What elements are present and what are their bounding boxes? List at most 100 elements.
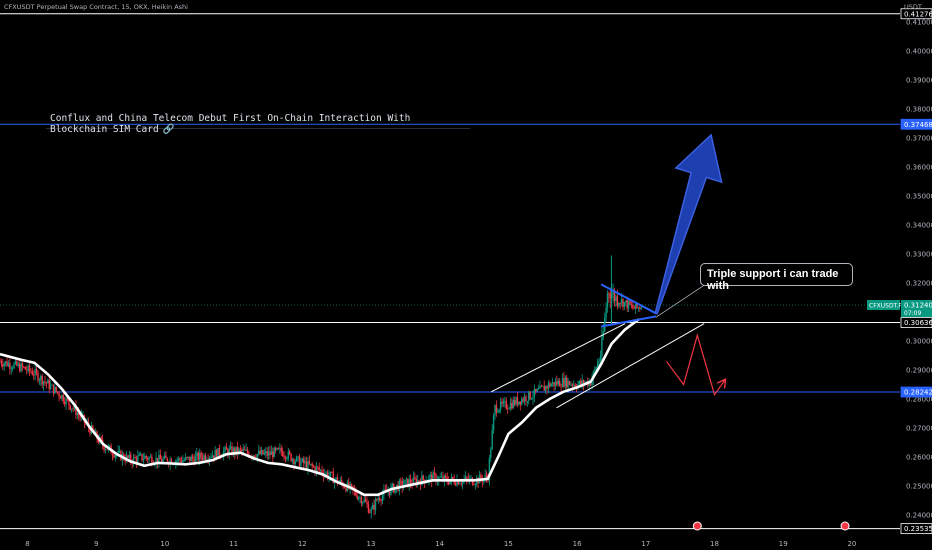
candle-body [613,291,616,301]
candle-body [594,368,596,372]
moving-average-line [0,318,640,497]
candle-body [204,455,207,460]
candle-body [11,368,14,369]
candle-body [132,456,135,464]
time-tick-label: 18 [710,540,719,548]
candle-body [284,456,287,459]
candle-body [454,483,457,486]
candle-body [156,457,159,464]
candle-body [300,461,302,467]
candle-body [345,487,347,492]
candle-body [409,479,412,484]
time-tick-label: 16 [573,540,582,548]
candle-body [329,472,332,476]
candle-body [470,477,472,479]
candle-body [155,457,157,464]
bullish-arrow [654,133,723,315]
candle-body [139,453,142,455]
candle-body [488,458,491,481]
candle-body [197,452,199,461]
candle-body [515,397,517,405]
candle-body [229,446,232,449]
candle-body [494,405,496,416]
candle-body [505,401,507,409]
candle-body [310,463,312,465]
candle-body [433,472,436,475]
candle-body [184,457,187,461]
candle-body [16,360,18,366]
candle-body [7,363,10,366]
level-price-tag [900,118,932,130]
candle-body [89,427,91,434]
lower-trendline [556,323,705,409]
candle-body [68,399,70,406]
candle-body [108,445,111,447]
candle-body [523,396,526,402]
candle-body [73,405,76,409]
candle-body [578,380,581,385]
candle-body [561,378,564,387]
candle-body [639,307,641,309]
candle-body [350,483,353,486]
candle-body [312,466,315,468]
candle-body [33,374,35,376]
candle-body [539,385,541,389]
candle-body [535,388,537,392]
candle-body [200,452,202,458]
candle-body [632,304,634,308]
level-price-tag-label: 0.23535 [904,525,932,533]
candle-body [619,303,621,304]
candle-body [159,454,162,460]
candle-body [274,447,277,450]
candle-body [373,504,375,510]
candle-body [92,425,94,431]
annotation-callout[interactable]: Triple support i can trade with [700,263,853,292]
level-price-tag-label: 0.28242 [904,389,932,397]
triangle-upper-line [600,283,657,315]
candle-body [243,449,246,451]
candle-body [612,291,614,295]
candle-body [169,459,171,465]
candle-body [40,375,42,381]
candle-body [246,449,249,454]
time-tick-label: 10 [160,540,169,548]
candle-body [259,450,261,455]
candle-body [183,460,185,461]
candle-body [357,497,360,499]
candle-body [146,457,149,460]
candle-body [71,408,73,410]
economic-event-icon [692,521,702,531]
candle-body [44,381,46,383]
news-headline[interactable]: Conflux and China Telecom Debut First On… [46,109,470,135]
candle-body [65,398,67,405]
bearish-projection-path [665,333,724,397]
candle-body [78,412,80,416]
time-axis: 8 9 10 11 12 13 14 15 16 17 18 19 20 [25,540,856,548]
candle-body [35,368,38,373]
level-price-tag [900,386,932,398]
candle-body [134,456,136,458]
candle-body [253,455,256,458]
time-tick-label: 20 [847,540,856,548]
candle-body [165,455,167,459]
candle-body [525,396,527,402]
candle-body [432,472,434,482]
candle-body [414,477,416,479]
time-tick-label: 12 [298,540,307,548]
economic-event-icon [840,521,850,531]
candle-body [609,293,612,299]
candle-body [530,398,533,400]
candle-body [544,386,547,391]
candle-body [118,450,121,452]
candle-body [440,476,443,478]
candle-body [103,445,105,451]
candle-body [626,300,628,309]
time-tick-label: 17 [641,540,650,548]
candle-body [366,501,368,505]
